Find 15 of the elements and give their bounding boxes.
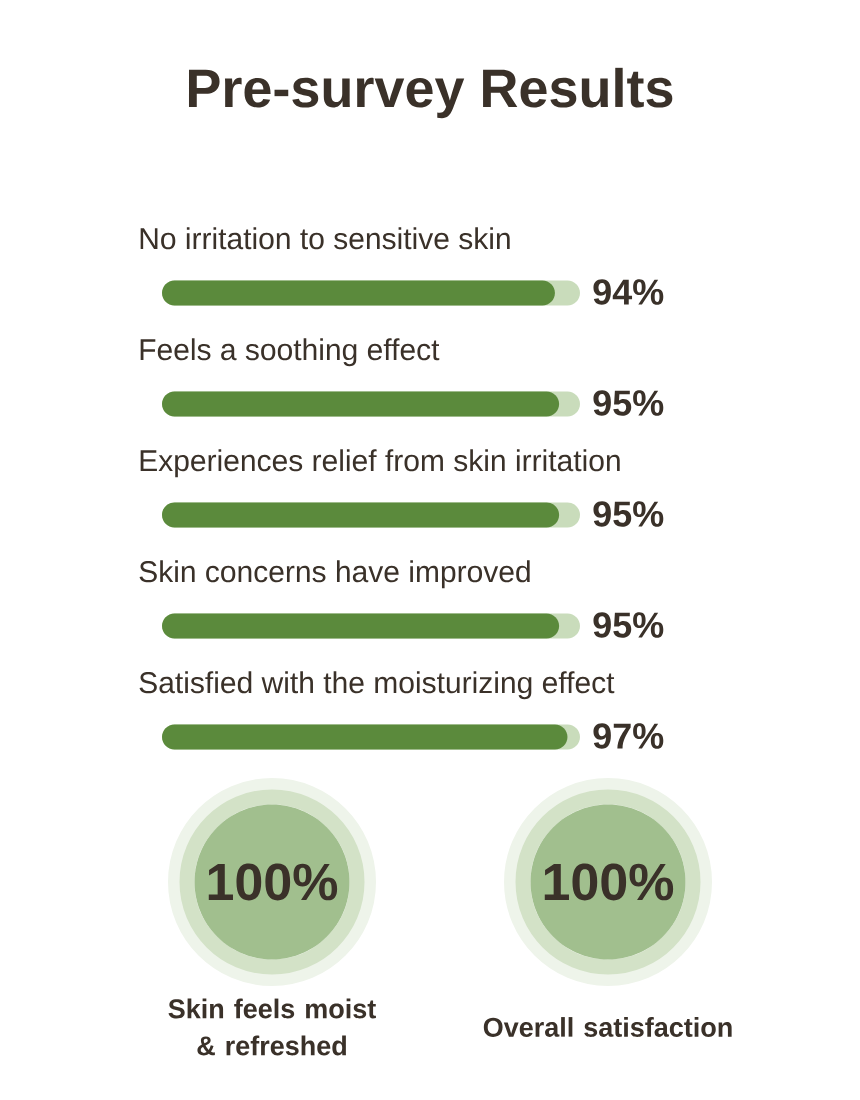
- y-tick-label: Feels a soothing effect: [140, 338, 440, 367]
- category-label: Skin feels moist & refreshed: [168, 998, 376, 1056]
- data-label: 100%: [544, 863, 674, 901]
- y-tick-label: Skin concerns have improved: [139, 560, 530, 589]
- data-label: 100%: [208, 863, 338, 901]
- data-label: 95%: [593, 612, 664, 638]
- data-label: 94%: [593, 279, 664, 305]
- data-label: 97%: [593, 723, 664, 749]
- data-label: 95%: [593, 390, 664, 416]
- y-tick-label: No irritation to sensitive skin: [140, 227, 510, 250]
- y-tick-label: Experiences relief from skin irritation: [140, 449, 620, 478]
- category-label: Overall satisfaction: [483, 1017, 732, 1037]
- chart-title: Pre-survey Results: [188, 67, 673, 119]
- data-label: 95%: [593, 501, 664, 527]
- y-tick-label: Satisfied with the moisturizing effect: [139, 671, 615, 700]
